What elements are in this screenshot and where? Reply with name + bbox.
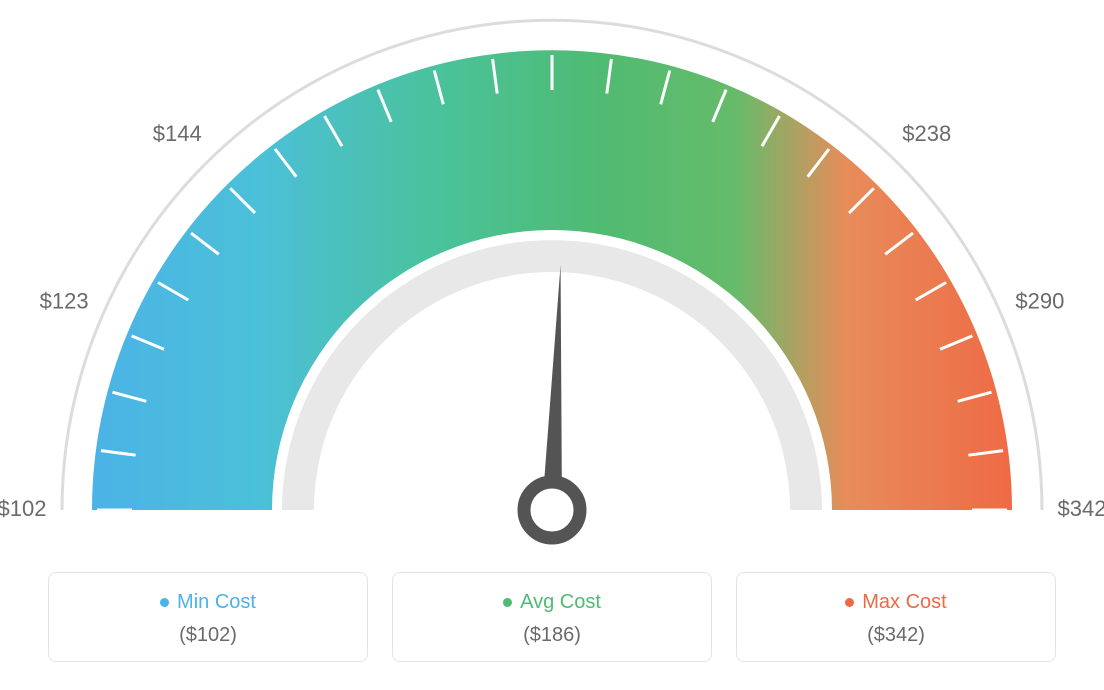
gauge-tick-label: $342 [1058, 496, 1104, 521]
legend-card-min-cost: Min Cost ($102) [48, 572, 368, 662]
legend-card-max-cost: Max Cost ($342) [736, 572, 1056, 662]
gauge-svg: $102$123$144$186$238$290$342 [0, 0, 1104, 560]
gauge-tick-label: $238 [902, 121, 951, 146]
gauge-tick-label: $102 [0, 496, 46, 521]
legend-title: Min Cost [160, 591, 256, 614]
legend-value: ($102) [61, 624, 355, 647]
gauge-needle [542, 265, 562, 510]
gauge-chart: $102$123$144$186$238$290$342 [0, 0, 1104, 560]
legend-card-avg-cost: Avg Cost ($186) [392, 572, 712, 662]
legend-dot-icon [503, 598, 512, 607]
gauge-tick-label: $144 [153, 121, 202, 146]
legend-label: Avg Cost [520, 591, 601, 614]
legend-label: Min Cost [177, 591, 256, 614]
gauge-tick-label: $290 [1015, 289, 1064, 314]
legend-title: Max Cost [845, 591, 946, 614]
gauge-needle-hub [524, 482, 580, 538]
legend-dot-icon [845, 598, 854, 607]
gauge-tick-label: $123 [40, 289, 89, 314]
legend-value: ($186) [405, 624, 699, 647]
legend-dot-icon [160, 598, 169, 607]
legend-title: Avg Cost [503, 591, 601, 614]
legend-row: Min Cost ($102) Avg Cost ($186) Max Cost ($34… [0, 572, 1104, 662]
legend-label: Max Cost [862, 591, 946, 614]
legend-value: ($342) [749, 624, 1043, 647]
